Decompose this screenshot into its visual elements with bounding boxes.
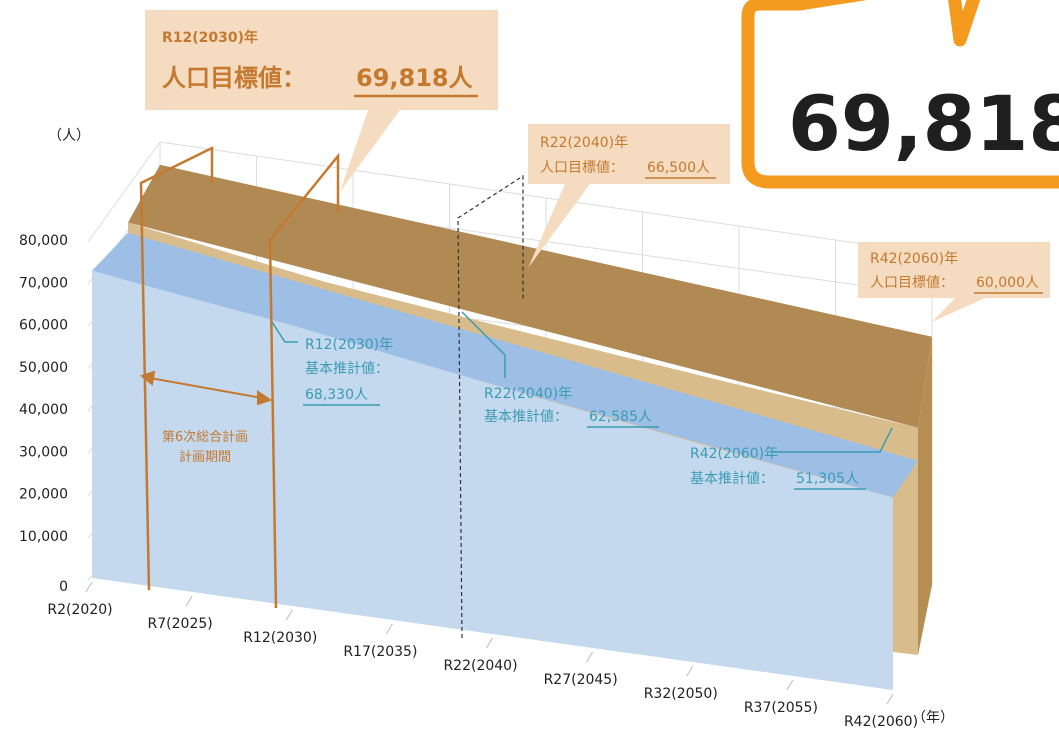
callout-target-2060-value: 60,000人	[976, 275, 1039, 291]
y-axis-title: （人）	[48, 128, 90, 144]
x-axis-tick-labels: R2(2020) R7(2025) R12(2030) R17(2035) R22(20…	[47, 602, 918, 730]
x-tick-mark	[486, 637, 493, 649]
x-tick-label: R2(2020)	[47, 602, 112, 618]
x-tick-label: R32(2050)	[644, 686, 718, 702]
y-tick-label: 50,000	[19, 360, 68, 376]
x-tick-mark	[586, 651, 594, 663]
x-tick-mark	[786, 679, 794, 691]
note-base-2040-value: 62,585人	[589, 409, 652, 425]
big-callout-box: 69,818人	[741, 0, 1059, 189]
x-tick-mark	[886, 693, 894, 705]
callout-target-2040-value: 66,500人	[647, 160, 710, 176]
x-tick-mark	[185, 595, 193, 607]
y-tick-label: 40,000	[19, 402, 68, 418]
callout-target-2040-label: 人口目標値：	[540, 160, 624, 176]
callout-target-2040-year: R22(2040)年	[540, 135, 628, 151]
plan-period-line2: 計画期間	[179, 449, 231, 465]
note-base-2030-year: R12(2030)年	[305, 337, 393, 353]
note-base-2060: R42(2060)年 基本推計値： 51,305人	[690, 427, 893, 490]
y-tick-label: 30,000	[19, 444, 68, 460]
x-axis-title: （年）	[912, 710, 954, 726]
target-box-top	[128, 164, 932, 428]
note-base-2030-label: 基本推計値：	[305, 360, 389, 377]
grid-line-side	[87, 141, 161, 243]
note-base-2040-year: R22(2040)年	[484, 386, 572, 402]
note-base-2030-value: 68,330人	[305, 387, 368, 403]
plan-period-arrow	[139, 370, 273, 406]
callout-target-2040: R22(2040)年 人口目標値： 66,500人	[528, 124, 730, 268]
big-callout-value: 69,818人	[788, 79, 1059, 168]
note-base-2030: R12(2030)年 基本推計値： 68,330人	[271, 321, 393, 406]
callout-target-2030-label: 人口目標値：	[162, 64, 306, 92]
plan-period-markers	[139, 145, 340, 609]
y-tick-label: 60,000	[19, 318, 68, 334]
x-tick-mark	[385, 623, 393, 635]
x-tick-mark	[85, 581, 93, 593]
x-tick-label: R22(2040)	[443, 658, 517, 674]
base-box-front	[92, 270, 893, 690]
note-base-2060-year: R42(2060)年	[690, 446, 778, 462]
x-tick-label: R42(2060)	[844, 714, 918, 730]
callout-target-2030-value: 69,818人	[356, 64, 473, 92]
y-tick-label: 20,000	[19, 487, 68, 503]
callout-target-2030-year: R12(2030)年	[162, 29, 258, 46]
x-tick-label: R37(2055)	[744, 700, 818, 716]
x-tick-label: R12(2030)	[243, 630, 317, 646]
dashed-marker-2040	[457, 174, 524, 639]
x-tick-label: R27(2045)	[544, 672, 618, 688]
callout-target-2060: R42(2060)年 人口目標値： 60,000人	[858, 242, 1050, 322]
callout-target-2060-label: 人口目標値：	[870, 275, 954, 291]
x-tick-mark	[686, 665, 694, 677]
plan-period-line1: 第6次総合計画	[162, 429, 248, 445]
x-tick-label: R7(2025)	[148, 616, 213, 632]
y-tick-label: 0	[59, 579, 68, 595]
y-axis-tick-labels: 0 10,000 20,000 30,000 40,000 50,000 60,000 70,…	[19, 233, 68, 595]
callout-target-2030: R12(2030)年 人口目標値： 69,818人	[145, 10, 498, 192]
note-base-2060-label: 基本推計値：	[690, 470, 774, 487]
x-tick-label: R17(2035)	[343, 644, 417, 660]
y-tick-label: 10,000	[19, 529, 68, 545]
note-base-2060-value: 51,305人	[796, 471, 859, 487]
note-base-2040-label: 基本推計値：	[484, 408, 568, 425]
target-box-side	[918, 336, 932, 655]
y-tick-label: 70,000	[19, 275, 68, 291]
x-tick-mark	[285, 609, 293, 621]
note-base-2040: R22(2040)年 基本推計値： 62,585人	[461, 311, 659, 428]
y-tick-label: 80,000	[19, 233, 68, 249]
callout-target-2060-year: R42(2060)年	[870, 251, 958, 267]
